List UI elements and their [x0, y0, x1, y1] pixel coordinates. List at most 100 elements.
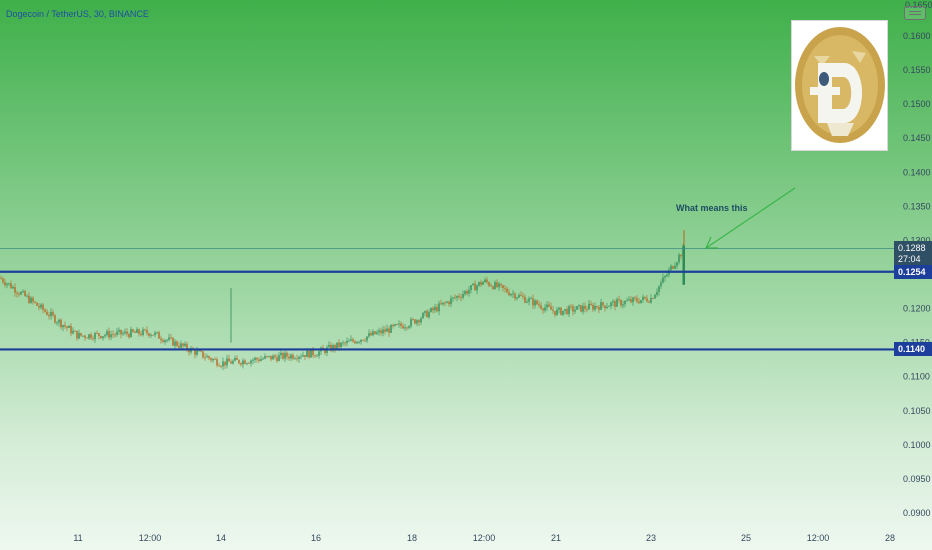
candle-body [58, 319, 60, 323]
candle-body [620, 300, 622, 306]
candle-body [432, 307, 434, 311]
candle-body [400, 323, 402, 326]
price-tick-label: 0.1450 [903, 133, 931, 143]
candle-body [660, 282, 662, 287]
candle-body [672, 266, 674, 269]
candle-body [628, 299, 630, 301]
candle-body [164, 340, 166, 342]
candle-body [194, 350, 196, 355]
candle-body [296, 358, 298, 360]
price-tick-label: 0.1550 [903, 65, 931, 75]
candle-body [638, 301, 640, 304]
candle-body [240, 363, 242, 365]
candle-body [208, 356, 210, 359]
candle-body [572, 306, 574, 312]
candle-body [202, 351, 204, 358]
candle-body [106, 331, 108, 336]
candle-body [472, 283, 474, 286]
candle-body [458, 296, 460, 298]
candle-body [30, 297, 32, 303]
candle-body [566, 309, 568, 315]
candle-body [230, 361, 232, 364]
candle-body [364, 340, 366, 342]
candle-body [354, 341, 356, 344]
tradingview-logo-icon[interactable] [904, 6, 926, 20]
candle-body [264, 356, 266, 359]
candle-body [596, 305, 598, 308]
candle-body [156, 332, 158, 333]
candle-body [96, 333, 98, 334]
candle-body [452, 297, 454, 299]
candle-body [168, 337, 170, 340]
candle-body [146, 329, 148, 334]
countdown-value: 27:04 [898, 254, 921, 264]
candle-body [650, 298, 652, 303]
candle-body [196, 350, 198, 355]
candle-body [404, 327, 406, 329]
candle-body [666, 274, 668, 277]
candle-body [570, 306, 572, 307]
candle-body [342, 342, 344, 344]
candle-body [642, 296, 644, 300]
candle-body [464, 291, 466, 295]
candle-body [300, 356, 302, 358]
candle-body [290, 354, 292, 359]
candle-body [372, 331, 374, 336]
candle-body [336, 342, 338, 349]
resistance-price-tag: 0.1254 [894, 265, 932, 279]
time-tick-label: 16 [311, 533, 321, 543]
candle-body [366, 336, 368, 341]
candle-body [580, 305, 582, 312]
candle-body [512, 293, 514, 295]
candle-body [158, 332, 160, 339]
candle-body [554, 311, 556, 316]
candle-body [592, 304, 594, 310]
candle-body [518, 294, 520, 298]
candle-body [618, 299, 620, 301]
candle-body [428, 311, 430, 318]
candle-body [140, 333, 142, 336]
candle-body [50, 311, 52, 317]
candle-body [504, 287, 506, 289]
candle-body [616, 299, 618, 307]
candle-body [352, 339, 354, 342]
candle-body [174, 341, 176, 346]
candle-body [380, 330, 382, 334]
dogecoin-logo-image [791, 20, 888, 151]
candle-body [330, 344, 332, 351]
candle-body [304, 355, 306, 358]
candle-body [294, 358, 296, 360]
candle-body [268, 355, 270, 357]
candle-body [560, 307, 562, 315]
candle-body [494, 282, 496, 290]
candle-body [622, 304, 624, 306]
candle-body [98, 333, 100, 336]
candle-body [78, 333, 80, 339]
candle-body [184, 343, 186, 346]
candle-body [212, 359, 214, 361]
candle-body [418, 320, 420, 323]
candle-body [182, 343, 184, 346]
candle-body [508, 292, 510, 296]
candle-body [52, 311, 54, 316]
candle-body [176, 341, 178, 346]
candle-body [412, 319, 414, 321]
candle-body [410, 319, 412, 327]
candle-body [72, 330, 74, 334]
candle-body [288, 356, 290, 359]
current-price-tag: 0.1288 27:04 [894, 241, 932, 267]
candle-body [344, 342, 346, 344]
candle-body [528, 298, 530, 302]
candle-body [496, 282, 498, 288]
candle-body [124, 331, 126, 334]
candle-body [254, 358, 256, 360]
candle-body [142, 329, 144, 336]
time-axis[interactable]: 11 12:00 14 16 18 12:00 21 23 25 12:00 28 [73, 533, 895, 543]
time-tick-label: 11 [73, 533, 82, 543]
candle-body [376, 332, 378, 335]
candle-body [20, 292, 22, 295]
candle-body [144, 329, 146, 331]
candle-body [658, 286, 660, 292]
